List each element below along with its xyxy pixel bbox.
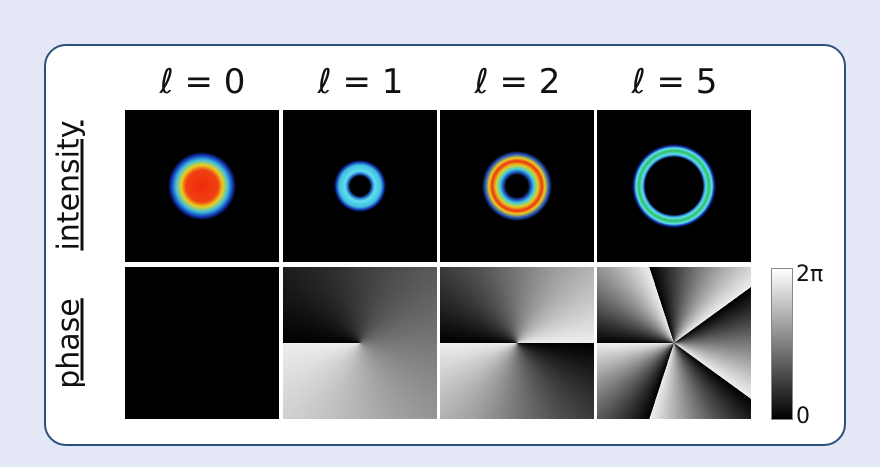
intensity-image: [125, 110, 279, 262]
phase-image: [440, 267, 594, 419]
intensity-image: [440, 110, 594, 262]
column-label: ℓ = 2: [440, 62, 595, 102]
intensity-image: [283, 110, 437, 262]
phase-image: [597, 267, 751, 419]
row-label: phase: [52, 269, 87, 419]
colorbar-min: 0: [796, 404, 810, 429]
column-label: ℓ = 5: [597, 62, 752, 102]
colorbar: [771, 268, 793, 420]
phase-image: [125, 267, 279, 419]
column-label: ℓ = 0: [125, 62, 280, 102]
intensity-image: [597, 110, 751, 262]
figure: ℓ = 0 ℓ = 1 ℓ = 2 ℓ = 5 intensity phase …: [0, 0, 880, 467]
column-label: ℓ = 1: [283, 62, 438, 102]
phase-image: [283, 267, 437, 419]
colorbar-max: 2π: [796, 262, 823, 287]
row-label: intensity: [52, 111, 87, 261]
